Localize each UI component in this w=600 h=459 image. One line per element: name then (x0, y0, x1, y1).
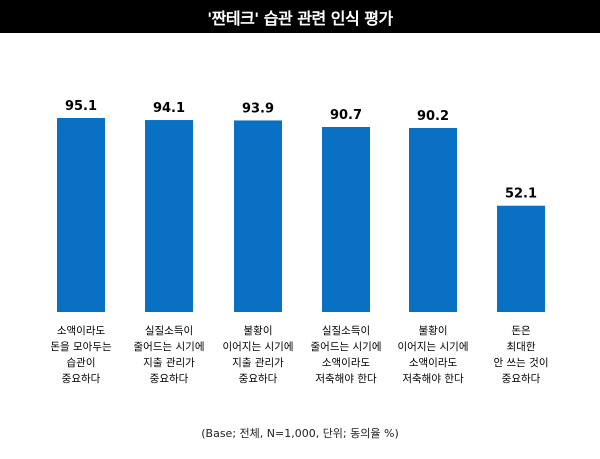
category-label-1-line-1: 소액이라도 (57, 325, 106, 337)
category-label-5-line-2: 이어지는 시기에 (398, 341, 469, 353)
category-label-4-line-4: 저축해야 한다 (315, 372, 377, 385)
value-label-5: 90.2 (417, 109, 449, 124)
category-label-5-line-1: 불황이 (419, 325, 448, 337)
category-label-2-line-3: 지출 관리가 (143, 357, 195, 369)
category-label-1-line-2: 돈을 모아두는 (50, 341, 112, 353)
category-label-2-line-1: 실질소득이 (145, 325, 193, 337)
bar-4 (322, 126, 370, 312)
value-label-6: 52.1 (505, 187, 537, 202)
category-label-6-line-4: 중요하다 (502, 372, 541, 385)
category-label-1-line-4: 중요하다 (62, 372, 101, 385)
category-label-5-line-3: 소액이라도 (409, 357, 458, 369)
category-label-2-line-4: 중요하다 (150, 372, 189, 385)
category-label-3-line-2: 이어지는 시기에 (223, 341, 294, 353)
category-label-1-line-3: 습관이 (67, 357, 96, 369)
bar-2 (145, 120, 193, 313)
bar-3 (234, 120, 282, 312)
category-label-6-line-3: 안 쓰는 것이 (494, 357, 549, 369)
category-label-6-line-2: 최대한 (507, 341, 536, 353)
category-label-4-line-1: 실질소득이 (322, 325, 370, 337)
value-label-3: 93.9 (242, 101, 274, 116)
category-label-2-line-2: 줄어드는 시기에 (134, 341, 205, 353)
category-label-3-line-3: 지출 관리가 (232, 357, 284, 369)
bar-6 (497, 205, 545, 312)
value-label-2: 94.1 (153, 101, 185, 116)
category-label-5-line-4: 저축해야 한다 (402, 372, 464, 385)
value-label-1: 95.1 (65, 99, 97, 114)
bar-1 (57, 118, 105, 312)
chart-title: '짠테크' 습관 관련 인식 평가 (0, 0, 600, 33)
value-label-4: 90.7 (330, 108, 362, 123)
category-label-4-line-3: 소액이라도 (322, 357, 371, 369)
category-label-6-line-1: 돈은 (511, 325, 531, 337)
category-label-3-line-4: 중요하다 (239, 372, 278, 385)
bar-5 (409, 127, 457, 313)
category-label-4-line-2: 줄어드는 시기에 (311, 341, 382, 353)
category-label-3-line-1: 불황이 (244, 325, 273, 337)
base-note: (Base; 전체, N=1,000, 단위; 동의율 %) (201, 427, 399, 440)
